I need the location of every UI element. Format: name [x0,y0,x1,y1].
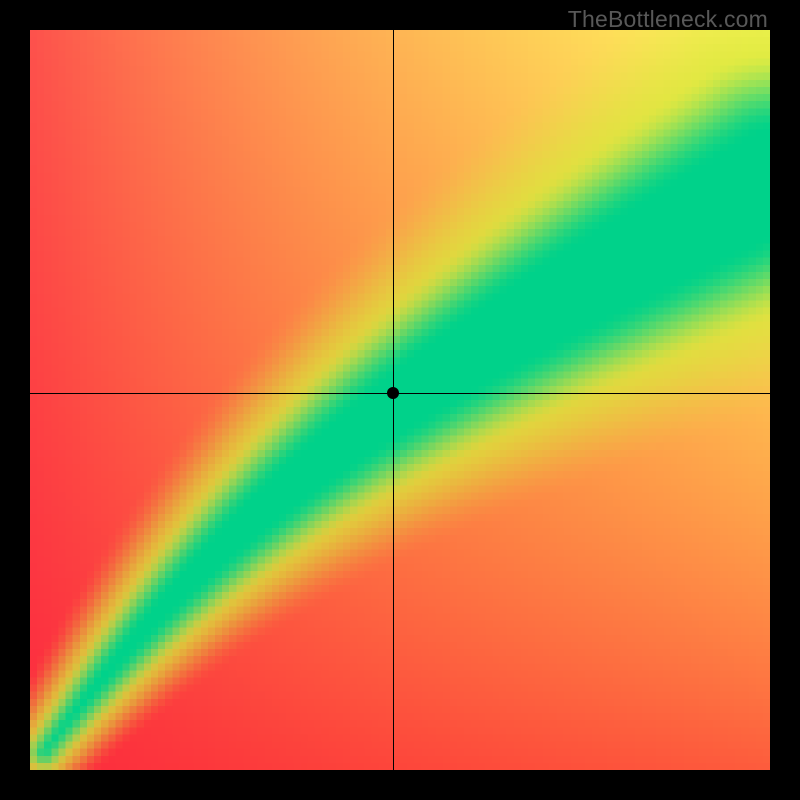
crosshair-vertical [393,30,395,770]
crosshair-horizontal [30,393,770,395]
heatmap-canvas [30,30,770,770]
heatmap-plot [30,30,770,770]
watermark-text: TheBottleneck.com [568,6,768,33]
crosshair-marker [387,387,399,399]
